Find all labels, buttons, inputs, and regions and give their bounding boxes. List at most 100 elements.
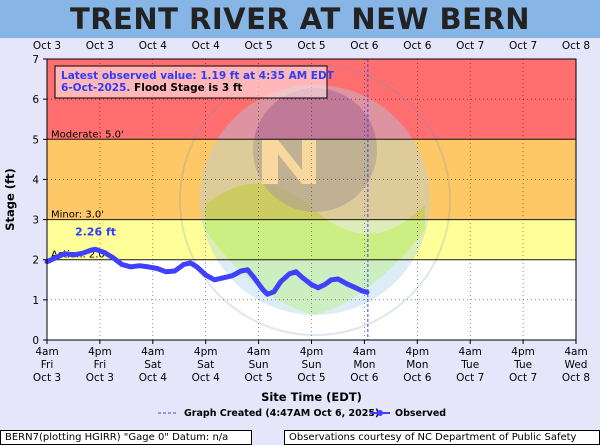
x-tick-label: Sun: [249, 359, 269, 371]
observed-point: [287, 271, 292, 276]
observed-point: [62, 251, 67, 256]
x-top-tick-label: Oct 4: [139, 40, 167, 52]
observed-legend-label: Observed: [395, 408, 446, 419]
x-tick-label: Oct 5: [245, 372, 273, 384]
x-tick-label: 4am: [35, 346, 58, 358]
x-tick-label: Oct 8: [562, 372, 590, 384]
y-tick-label: 7: [32, 54, 39, 66]
x-tick-label: Tue: [460, 359, 479, 371]
x-top-tick-label: Oct 3: [33, 40, 61, 52]
observed-point: [172, 268, 177, 274]
observed-point: [260, 287, 266, 292]
observed-point: [212, 277, 217, 282]
x-top-tick-label: Oct 7: [509, 40, 537, 52]
x-tick-label: Oct 6: [350, 372, 378, 384]
title-bar: TRENT RIVER AT NEW BERN: [0, 0, 600, 38]
latest-value-date: 6-Oct-2025.: [61, 82, 130, 94]
observed-point: [322, 282, 327, 287]
y-tick-label: 1: [32, 295, 39, 307]
latest-value-box: Latest observed value: 1.19 ft at 4:35 A…: [54, 65, 335, 99]
y-tick-label: 5: [32, 134, 39, 146]
observed-point: [344, 281, 349, 286]
observed-point: [360, 288, 365, 294]
y-tick-label: 0: [32, 335, 39, 347]
x-top-tick-label: Oct 6: [350, 40, 378, 52]
x-tick-label: Oct 6: [403, 372, 431, 384]
observed-point: [335, 276, 341, 282]
y-tick-label: 4: [32, 174, 39, 186]
datum-info: BERN7(plotting HGIRR) "Gage 0" Datum: n/…: [0, 430, 252, 445]
x-tick-label: 4am: [353, 346, 376, 358]
x-tick-label: Tue: [513, 359, 532, 371]
x-tick-label: 4pm: [300, 346, 324, 358]
moderate-stage-label: Moderate: 5.0': [51, 129, 124, 140]
x-top-tick-label: Oct 7: [456, 40, 484, 52]
data-source-credit: Observations courtesy of NC Department o…: [284, 430, 600, 445]
observed-point: [88, 247, 94, 253]
observed-point: [110, 255, 116, 260]
x-tick-label: Oct 3: [86, 372, 114, 384]
observed-point: [146, 264, 151, 270]
observed-point: [364, 290, 370, 295]
x-tick-label: Mon: [353, 359, 375, 371]
observed-point: [155, 266, 160, 271]
x-top-tick-label: Oct 5: [297, 40, 325, 52]
x-tick-label: 4pm: [406, 346, 430, 358]
x-tick-label: Sat: [197, 359, 214, 371]
observed-point: [300, 275, 305, 280]
observed-point: [265, 292, 270, 297]
observed-point: [315, 285, 321, 290]
x-top-tick-label: Oct 8: [562, 40, 590, 52]
observed-point: [137, 263, 142, 268]
observed-point: [71, 252, 76, 258]
observed-point: [80, 251, 85, 256]
observed-point: [53, 255, 58, 260]
page-title: TRENT RIVER AT NEW BERN: [69, 2, 531, 36]
x-tick-label: 4am: [247, 346, 270, 358]
observed-series: 2.26 ft: [44, 59, 370, 340]
x-tick-label: 4pm: [88, 346, 112, 358]
observed-point: [163, 269, 169, 274]
observed-point: [252, 275, 257, 280]
x-tick-label: Mon: [406, 359, 428, 371]
observed-point: [194, 264, 200, 270]
observed-point: [238, 268, 244, 274]
observed-point: [245, 267, 250, 272]
svg-text:6-Oct-2025. Flood Stage is 3 f: 6-Oct-2025. Flood Stage is 3 ft: [61, 82, 242, 94]
x-top-tick-label: Oct 3: [86, 40, 114, 52]
flood-stage-text: Flood Stage is 3 ft: [130, 82, 242, 94]
y-axis-label: Stage (ft): [3, 168, 17, 231]
x-tick-label: Oct 7: [509, 372, 537, 384]
observed-point: [229, 273, 235, 278]
x-tick-label: Fri: [94, 359, 107, 371]
graph-created-legend-label: Graph Created (4:47AM Oct 6, 2025): [184, 408, 379, 419]
x-tick-label: Fri: [41, 359, 54, 371]
x-tick-label: 4pm: [511, 346, 535, 358]
y-tick-label: 2: [32, 255, 39, 267]
x-top-tick-label: Oct 4: [192, 40, 220, 52]
y-tick-label: 6: [32, 94, 39, 106]
x-tick-label: Oct 5: [297, 372, 325, 384]
observed-point: [353, 285, 358, 290]
x-tick-label: 4am: [141, 346, 164, 358]
observed-point: [293, 269, 299, 274]
x-tick-label: Oct 7: [456, 372, 484, 384]
observed-point: [181, 262, 186, 267]
observed-point: [309, 282, 314, 287]
observed-point: [188, 260, 193, 266]
observed-point: [278, 279, 283, 284]
x-tick-label: Sat: [144, 359, 161, 371]
minor-stage-label: Minor: 3.0': [51, 210, 104, 221]
observed-point: [329, 277, 334, 282]
x-tick-label: 4am: [459, 346, 482, 358]
x-tick-label: Sun: [302, 359, 322, 371]
y-tick-label: 3: [32, 215, 39, 227]
observed-point: [271, 289, 277, 294]
x-tick-label: Oct 3: [33, 372, 61, 384]
chart-legend: Graph Created (4:47AM Oct 6, 2025) Obser…: [158, 408, 446, 419]
x-tick-label: Oct 4: [192, 372, 220, 384]
peak-value-label: 2.26 ft: [75, 225, 116, 238]
observed-point: [102, 250, 107, 255]
